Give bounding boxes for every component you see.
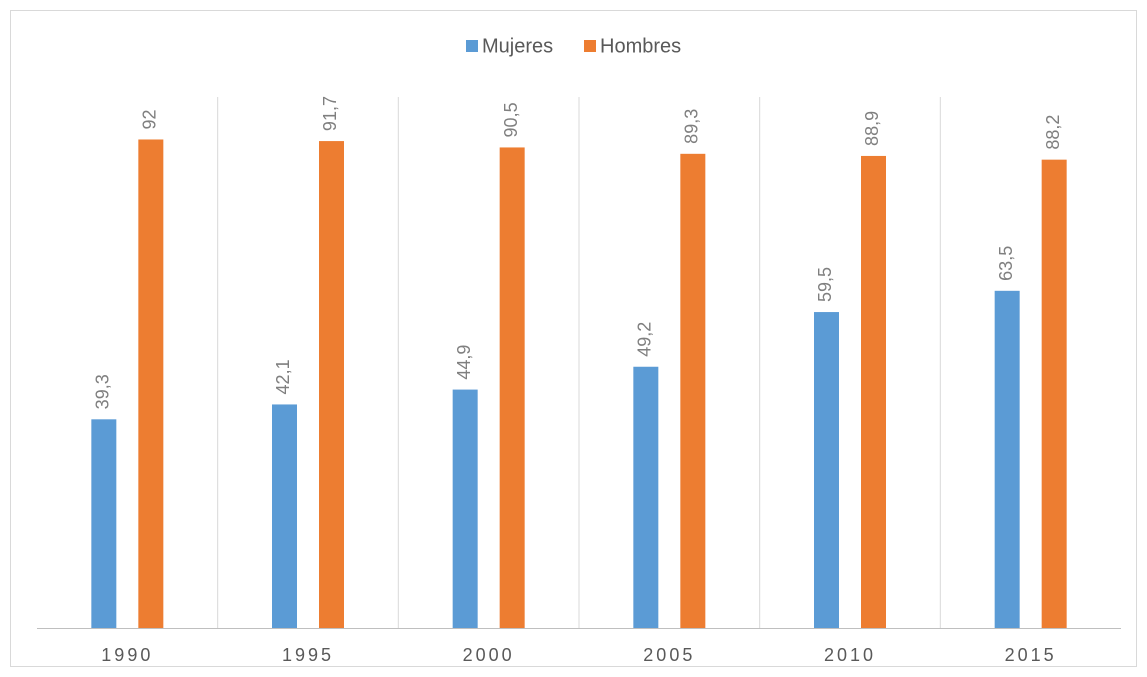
data-label: 91,7 xyxy=(320,96,340,131)
bar xyxy=(633,366,659,628)
bar xyxy=(499,147,525,628)
legend-label: Mujeres xyxy=(482,35,553,57)
bar xyxy=(452,389,478,628)
bar xyxy=(994,290,1020,628)
chart-border xyxy=(10,10,1137,667)
bar xyxy=(861,155,886,629)
data-label: 49,2 xyxy=(635,322,655,357)
data-label: 88,2 xyxy=(1043,115,1063,150)
bar xyxy=(319,141,344,628)
x-tick-label: 2005 xyxy=(643,645,695,665)
bar xyxy=(1041,159,1067,628)
data-label: 59,5 xyxy=(815,267,835,302)
data-label: 92 xyxy=(140,109,160,129)
x-tick-label: 1990 xyxy=(101,645,153,665)
bar xyxy=(272,404,297,628)
x-tick-label: 2000 xyxy=(463,645,515,665)
legend-label: Hombres xyxy=(600,35,681,57)
data-label: 44,9 xyxy=(454,345,474,380)
legend-swatch xyxy=(584,40,596,52)
data-label: 39,3 xyxy=(93,374,113,409)
bar xyxy=(138,139,164,629)
data-label: 63,5 xyxy=(996,246,1016,281)
bar xyxy=(814,312,839,628)
bar xyxy=(91,419,117,628)
data-label: 42,1 xyxy=(273,359,293,394)
legend-swatch xyxy=(466,40,478,52)
data-label: 89,3 xyxy=(682,109,702,144)
bar xyxy=(680,153,706,628)
data-label: 88,9 xyxy=(862,111,882,146)
data-label: 90,5 xyxy=(501,102,521,137)
x-tick-label: 1995 xyxy=(282,645,334,665)
x-tick-label: 2015 xyxy=(1005,645,1057,665)
x-tick-label: 2010 xyxy=(824,645,876,665)
